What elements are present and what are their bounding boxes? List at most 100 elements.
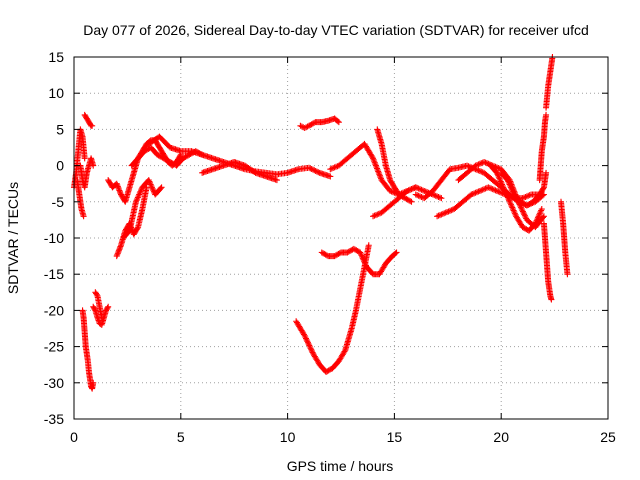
data-point-marker bbox=[489, 186, 496, 193]
data-point-marker bbox=[306, 343, 313, 350]
data-point-marker bbox=[414, 192, 421, 199]
data-point-marker bbox=[371, 159, 378, 166]
data-point-marker bbox=[564, 271, 571, 278]
data-point-marker bbox=[509, 188, 516, 195]
data-point-marker bbox=[312, 167, 319, 174]
data-point-marker bbox=[408, 186, 415, 193]
data-point-marker bbox=[305, 341, 312, 348]
data-point-marker bbox=[525, 192, 532, 199]
data-point-marker bbox=[464, 162, 471, 169]
data-point-marker bbox=[134, 195, 141, 202]
data-point-marker bbox=[422, 188, 429, 195]
data-point-marker bbox=[504, 193, 511, 200]
data-point-marker bbox=[135, 193, 142, 200]
data-point-marker bbox=[137, 188, 144, 195]
data-point-marker bbox=[168, 159, 175, 166]
series-arc-24 bbox=[498, 169, 550, 209]
data-point-marker bbox=[370, 155, 377, 162]
data-point-marker bbox=[411, 184, 418, 191]
data-point-marker bbox=[434, 193, 441, 200]
data-point-marker bbox=[157, 185, 164, 192]
data-point-marker bbox=[519, 208, 526, 215]
data-point-marker bbox=[536, 211, 543, 218]
data-point-marker bbox=[181, 154, 188, 161]
data-point-marker bbox=[438, 195, 445, 202]
data-point-marker bbox=[523, 193, 530, 200]
data-point-marker bbox=[543, 111, 550, 118]
data-point-marker bbox=[499, 182, 506, 189]
data-point-marker bbox=[517, 198, 524, 205]
data-point-marker bbox=[520, 194, 527, 201]
data-point-marker bbox=[479, 186, 486, 193]
series-arc-14 bbox=[297, 115, 342, 131]
data-point-marker bbox=[303, 124, 310, 131]
data-point-marker bbox=[370, 213, 377, 220]
data-point-marker bbox=[402, 195, 409, 202]
series-arc-27 bbox=[543, 54, 556, 111]
data-point-marker bbox=[408, 198, 415, 205]
data-point-marker bbox=[387, 187, 394, 194]
data-point-marker bbox=[522, 214, 529, 221]
data-point-marker bbox=[311, 119, 318, 126]
data-point-marker bbox=[332, 252, 339, 259]
data-point-marker bbox=[533, 219, 540, 226]
x-tick-label: 5 bbox=[177, 429, 185, 445]
data-point-marker bbox=[164, 157, 171, 164]
data-point-marker bbox=[473, 189, 480, 196]
data-point-marker bbox=[388, 188, 395, 195]
data-point-marker bbox=[418, 186, 425, 193]
data-point-marker bbox=[148, 184, 155, 191]
data-point-marker bbox=[519, 200, 526, 207]
data-point-marker bbox=[478, 168, 485, 175]
data-point-marker bbox=[325, 367, 332, 374]
y-tick-label: 10 bbox=[48, 85, 64, 101]
data-point-marker bbox=[507, 182, 514, 189]
data-point-marker bbox=[298, 123, 305, 130]
data-point-marker bbox=[165, 158, 172, 165]
data-point-marker bbox=[519, 207, 526, 214]
data-point-marker bbox=[507, 184, 514, 191]
data-point-marker bbox=[359, 253, 366, 260]
y-tick-label: -25 bbox=[44, 339, 64, 355]
data-point-marker bbox=[510, 207, 517, 214]
data-point-marker bbox=[91, 306, 98, 313]
data-point-marker bbox=[481, 186, 488, 193]
data-point-marker bbox=[357, 250, 364, 257]
data-point-marker bbox=[158, 184, 165, 191]
data-point-marker bbox=[375, 168, 382, 175]
data-point-marker bbox=[536, 210, 543, 217]
data-point-marker bbox=[537, 208, 544, 215]
data-point-marker bbox=[506, 197, 513, 204]
data-point-marker bbox=[548, 296, 555, 303]
data-point-marker bbox=[539, 214, 546, 221]
data-point-marker bbox=[522, 193, 529, 200]
data-point-marker bbox=[404, 196, 411, 203]
data-point-marker bbox=[431, 192, 438, 199]
data-point-marker bbox=[482, 185, 489, 192]
data-point-marker bbox=[98, 314, 105, 321]
data-point-marker bbox=[133, 197, 140, 204]
data-point-marker bbox=[538, 207, 545, 214]
data-point-marker bbox=[309, 120, 316, 127]
series-arc-12 bbox=[145, 133, 334, 180]
data-point-marker bbox=[405, 197, 412, 204]
data-point-marker bbox=[444, 209, 451, 216]
series-arc-11 bbox=[128, 144, 206, 169]
data-point-marker bbox=[148, 182, 155, 189]
data-point-marker bbox=[409, 185, 416, 192]
data-point-marker bbox=[505, 195, 512, 202]
data-point-marker bbox=[93, 291, 100, 298]
data-point-marker bbox=[521, 211, 528, 218]
data-point-marker bbox=[407, 186, 414, 193]
data-point-marker bbox=[540, 185, 547, 192]
data-point-marker bbox=[341, 348, 348, 355]
data-point-marker bbox=[134, 194, 141, 201]
data-point-marker bbox=[169, 160, 176, 167]
data-point-marker bbox=[504, 194, 511, 201]
data-point-marker bbox=[330, 165, 337, 172]
data-point-marker bbox=[304, 123, 311, 130]
data-point-marker bbox=[525, 201, 532, 208]
data-point-marker bbox=[520, 224, 527, 231]
data-point-marker bbox=[376, 172, 383, 179]
data-point-marker bbox=[308, 121, 315, 128]
